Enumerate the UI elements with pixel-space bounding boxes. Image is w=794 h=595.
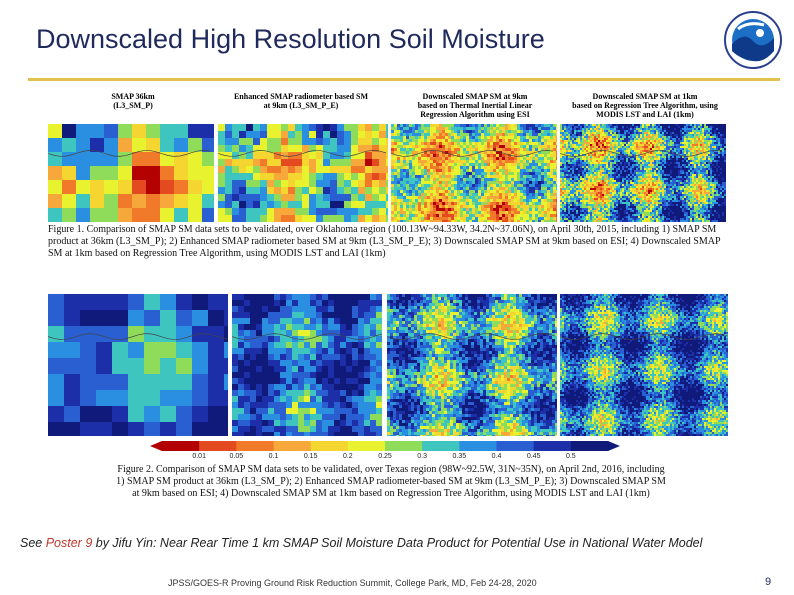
noaa-logo-icon xyxy=(724,11,782,69)
poster-link[interactable]: Poster 9 xyxy=(45,536,93,550)
panel-label-9km-enhanced: Enhanced SMAP radiometer based SM at 9km … xyxy=(233,92,369,110)
page-number: 9 xyxy=(765,576,772,588)
colorbar-swatch xyxy=(496,441,535,451)
colorbar-swatch xyxy=(533,441,572,451)
poster-note-suffix: by Jifu Yin: Near Rear Time 1 km SMAP So… xyxy=(92,536,703,550)
colorbar-tick-label: 0.35 xyxy=(452,453,467,460)
map-panel-fig1-36km xyxy=(48,124,214,222)
map-panel-fig1-1km-tree xyxy=(560,124,726,222)
colorbar-tick-label: 0.3 xyxy=(417,453,428,460)
title-divider xyxy=(28,78,780,81)
colorbar-tick-label: 0.2 xyxy=(342,453,353,460)
colorbar-swatch xyxy=(310,441,349,451)
map-panel-fig2-9km-enhanced xyxy=(232,294,382,436)
soil-moisture-colorbar xyxy=(150,441,620,451)
colorbar-swatch xyxy=(199,441,237,451)
colorbar-tick-label: 0.45 xyxy=(526,453,541,460)
colorbar-tick-label: 0.05 xyxy=(229,453,244,460)
poster-note-prefix: See xyxy=(20,536,46,550)
panel-label-36km: SMAP 36km (L3_SM_P) xyxy=(111,92,155,110)
colorbar-tick-label: 0.5 xyxy=(565,453,576,460)
map-panel-fig1-9km-esi xyxy=(391,124,557,222)
colorbar-high-arrow xyxy=(608,441,620,451)
colorbar-swatch xyxy=(570,441,609,451)
slide-footer: JPSS/GOES-R Proving Ground Risk Reductio… xyxy=(168,578,537,588)
map-panel-fig2-36km xyxy=(48,294,228,436)
colorbar-swatch xyxy=(347,441,386,451)
colorbar-low-arrow xyxy=(150,441,162,451)
slide-title: Downscaled High Resolution Soil Moisture xyxy=(36,24,545,54)
colorbar-tick-label: 0.25 xyxy=(378,453,392,460)
colorbar-tick-label: 0.4 xyxy=(491,453,502,460)
map-panel-fig2-1km-tree xyxy=(560,294,728,436)
colorbar-tick-label: 0.1 xyxy=(268,453,279,460)
colorbar-swatch xyxy=(236,441,274,451)
colorbar-swatch xyxy=(459,441,497,451)
panel-label-1km-tree: Downscaled SMAP SM at 1km based on Regres… xyxy=(572,92,718,119)
colorbar-swatch xyxy=(273,441,312,451)
figure1-caption: Figure 1. Comparison of SMAP SM data set… xyxy=(48,224,721,259)
colorbar-swatch xyxy=(162,441,200,451)
colorbar-swatch xyxy=(422,441,460,451)
panel-label-9km-esi: Downscaled SMAP SM at 9km based on Therma… xyxy=(417,92,533,119)
figure2-caption: Figure 2. Comparison of SMAP SM data set… xyxy=(116,464,666,499)
colorbar-tick-label: 0.01 xyxy=(192,453,206,460)
map-panel-fig2-9km-esi xyxy=(387,294,557,436)
poster-note: See Poster 9 by Jifu Yin: Near Rear Time… xyxy=(20,536,790,550)
map-panel-fig1-9km-enhanced xyxy=(218,124,388,222)
colorbar-tick-label: 0.15 xyxy=(303,453,318,460)
colorbar-swatch xyxy=(385,441,423,451)
